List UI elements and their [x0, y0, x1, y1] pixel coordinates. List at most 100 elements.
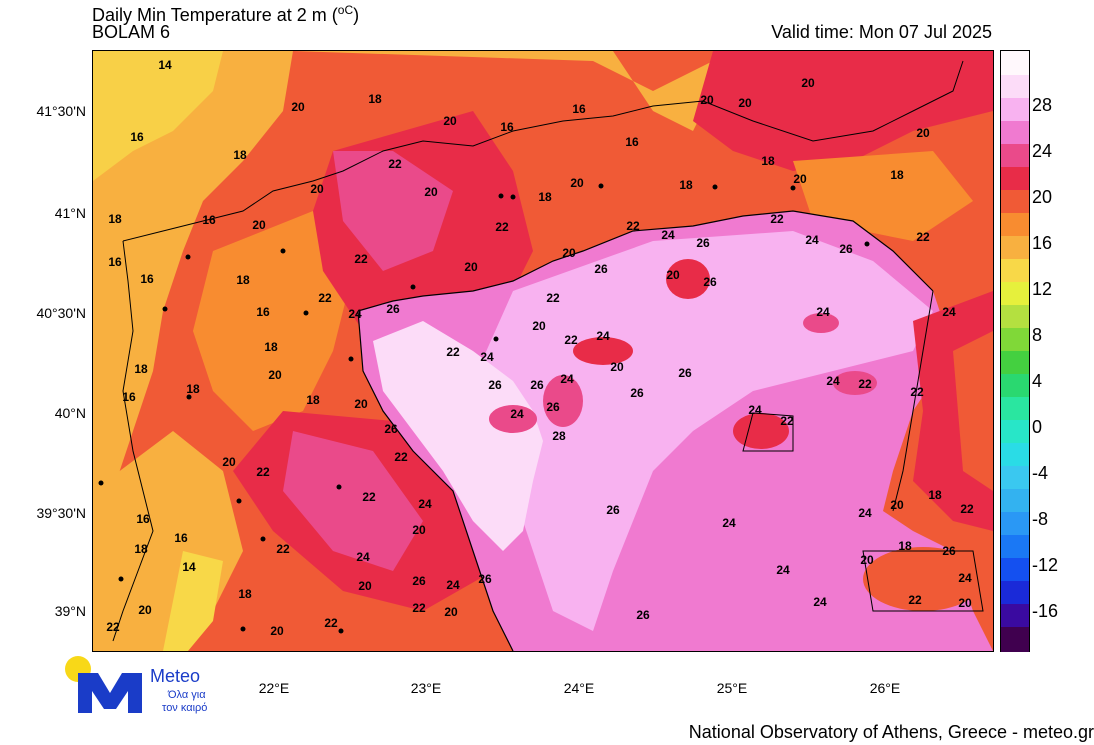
temperature-label: 22 [916, 230, 930, 244]
temperature-label: 26 [530, 378, 544, 392]
temperature-label: 16 [202, 213, 216, 227]
footer-credit: National Observatory of Athens, Greece -… [688, 722, 1094, 742]
lon-tick: 26°E [869, 680, 901, 696]
temperature-label: 20 [890, 498, 904, 512]
title-unit: oC [337, 3, 354, 17]
temperature-label: 24 [858, 506, 872, 520]
temperature-label: 20 [464, 260, 478, 274]
coastline-north [357, 210, 934, 312]
temperature-label: 20 [700, 93, 714, 107]
cbar-swatch [1001, 167, 1029, 190]
cbar-swatch [1001, 305, 1029, 328]
cbar-label: 24 [1032, 141, 1053, 161]
temperature-label: 16 [500, 120, 514, 134]
lat-tick: 39°N [54, 603, 86, 619]
logo-tagline-2: τον καιρό [162, 702, 207, 714]
field-20-turkey [953, 331, 993, 491]
temperature-label: 22 [256, 465, 270, 479]
peninsula-kassandra [489, 405, 537, 433]
temperature-label: 22 [780, 414, 794, 428]
temperature-label: 18 [238, 587, 252, 601]
title-prefix: Daily Min Temperature at 2 m ( [92, 5, 338, 25]
cbar-swatch [1001, 374, 1029, 397]
temperature-label: 26 [478, 572, 492, 586]
temperature-label: 22 [354, 252, 368, 266]
temperature-label: 22 [362, 490, 376, 504]
cbar-label: 8 [1032, 325, 1043, 345]
cbar-swatch [1001, 282, 1029, 305]
temperature-label: 24 [446, 578, 460, 592]
meteo-logo[interactable]: Meteo Όλα για τον καιρό [62, 655, 242, 715]
cbar-swatch [1001, 535, 1029, 558]
temperature-map[interactable]: 14 18 20 20 16 16 16 18 16 20 20 20 20 22 18 20 20 18 20 18… [92, 50, 994, 652]
cbar-swatch [1001, 466, 1029, 489]
cbar-swatch [1001, 236, 1029, 259]
cbar-swatch [1001, 51, 1029, 75]
temperature-label: 18 [264, 340, 278, 354]
temperature-label: 22 [770, 212, 784, 226]
cbar-swatch [1001, 420, 1029, 443]
temperature-label: 16 [625, 135, 639, 149]
temperature-label: 20 [570, 176, 584, 190]
island-lemnos [733, 413, 789, 449]
coastline-west [357, 310, 514, 651]
cbar-swatch [1001, 512, 1029, 535]
lon-tick: 23°E [410, 680, 442, 696]
cbar-label: 16 [1032, 233, 1053, 253]
temperature-label: 18 [236, 273, 250, 287]
temperature-label: 26 [488, 378, 502, 392]
temperature-label: 22 [106, 620, 120, 634]
lat-tick: 40°N [54, 405, 86, 421]
cbar-swatch [1001, 328, 1029, 351]
cbar-swatch [1001, 98, 1029, 121]
temperature-label: 24 [805, 233, 819, 247]
lat-tick: 41°N [54, 205, 86, 221]
field-14-nw [93, 51, 223, 181]
temperature-label: 20 [860, 553, 874, 567]
temperature-label: 22 [495, 220, 509, 234]
temperature-label: 24 [661, 228, 675, 242]
lat-tick: 40°30'N [36, 305, 86, 321]
temperature-label: 18 [186, 382, 200, 396]
temperature-label: 24 [560, 372, 574, 386]
island-samothrace [803, 313, 839, 333]
cbar-label: -4 [1032, 463, 1049, 483]
cbar-label: 12 [1032, 279, 1053, 299]
lat-tick: 41°30'N [36, 103, 86, 119]
temperature-label: 20 [443, 114, 457, 128]
temperature-label: 26 [630, 386, 644, 400]
temperature-label: 20 [738, 96, 752, 110]
logo-tagline-1: Όλα για [167, 689, 206, 701]
temperature-label: 20 [424, 185, 438, 199]
temperature-label: 20 [270, 624, 284, 638]
temperature-label: 26 [606, 503, 620, 517]
temperature-label: 20 [562, 246, 576, 260]
map-svg [93, 51, 993, 651]
map-title: Daily Min Temperature at 2 m (oC) [92, 0, 359, 25]
cbar-swatch [1001, 558, 1029, 581]
cbar-label: 4 [1032, 371, 1043, 391]
colorbar [1000, 50, 1030, 652]
temperature-label: 22 [412, 601, 426, 615]
temperature-label: 14 [182, 560, 196, 574]
cbar-label: 0 [1032, 417, 1043, 437]
cbar-label: 28 [1032, 95, 1053, 115]
cbar-swatch [1001, 213, 1029, 236]
field-24-thessaly [283, 431, 423, 571]
island-lesbos [863, 547, 983, 611]
temperature-label: 20 [358, 579, 372, 593]
temperature-label: 20 [222, 455, 236, 469]
temperature-label: 24 [748, 403, 762, 417]
temperature-label: 16 [122, 390, 136, 404]
temperature-label: 22 [318, 291, 332, 305]
temperature-label: 20 [958, 596, 972, 610]
temperature-label: 22 [908, 593, 922, 607]
temperature-labels: 14 18 20 20 16 16 16 18 16 20 20 20 20 22 18 20 20 18 20 18… [106, 58, 974, 638]
temperature-label: 20 [610, 360, 624, 374]
temperature-label: 26 [384, 422, 398, 436]
island-thasos [666, 259, 710, 299]
cbar-swatch [1001, 489, 1029, 512]
temperature-label: 18 [679, 178, 693, 192]
meteo-logo-icon: Meteo Όλα για τον καιρό [65, 656, 207, 714]
temperature-label: 24 [510, 407, 524, 421]
